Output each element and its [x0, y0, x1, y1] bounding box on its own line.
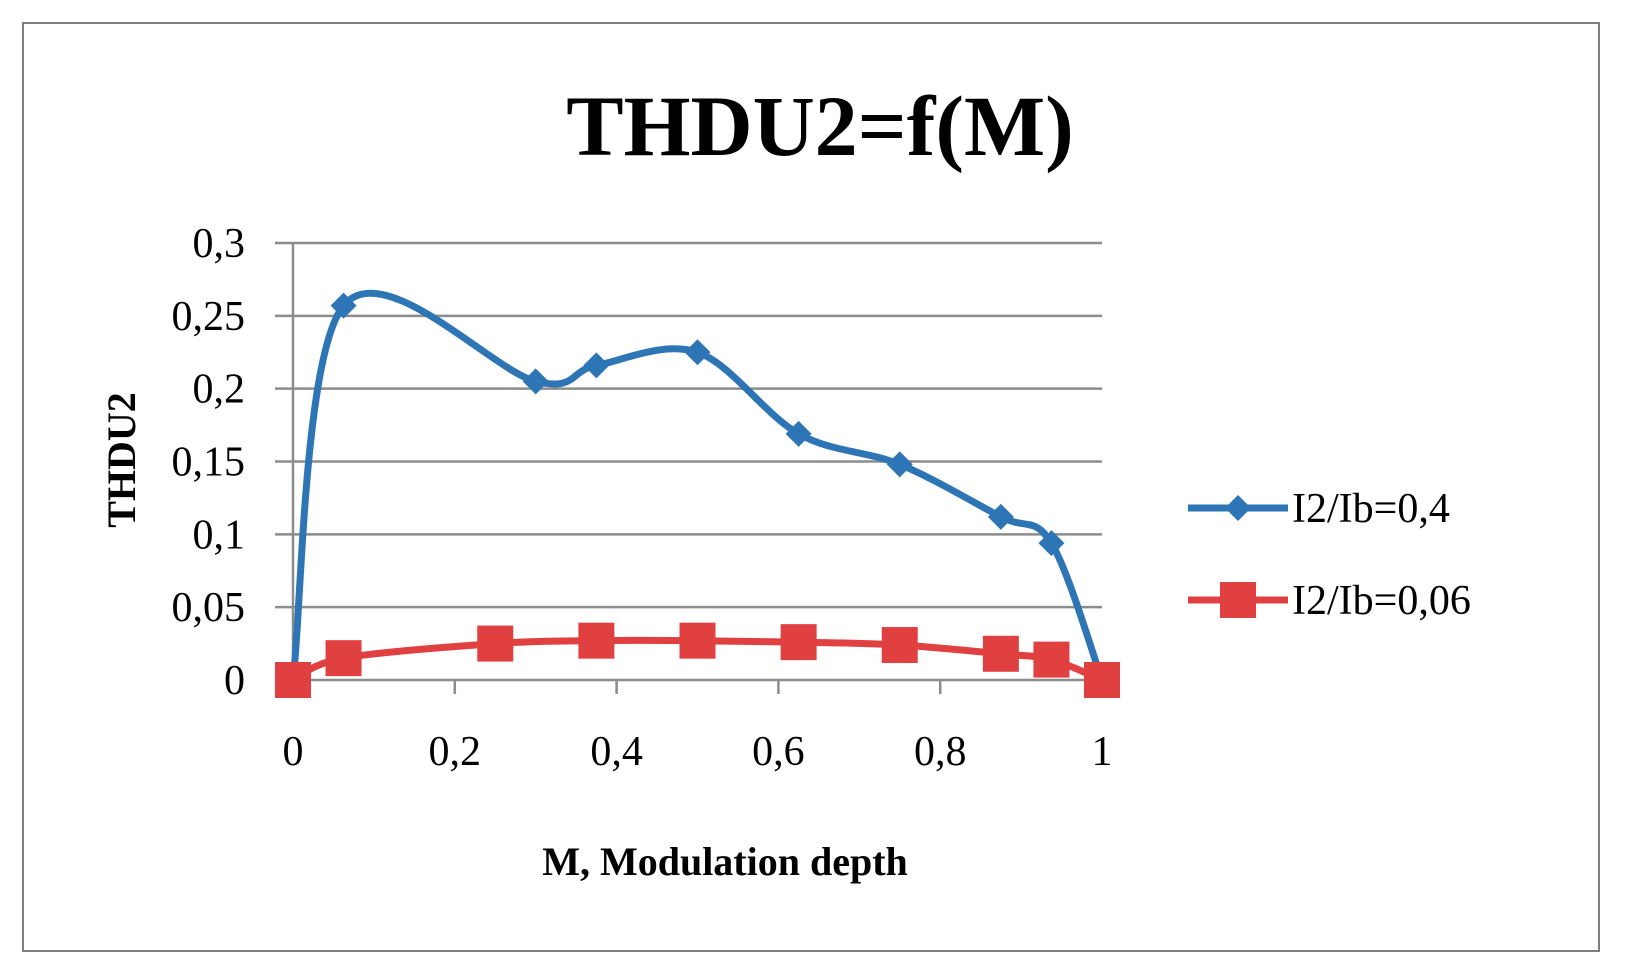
series-2: [275, 622, 1120, 698]
x-tick-label: 0,6: [752, 729, 805, 775]
y-tick-label: 0,25: [172, 294, 246, 340]
legend-swatch-marker: [1220, 582, 1256, 618]
series-2-point-marker: [325, 640, 362, 677]
series-1-point-marker: [330, 292, 357, 319]
y-tick-label: 0,1: [193, 512, 246, 558]
y-tick-label: 0,2: [193, 367, 246, 413]
series-2-point-marker: [881, 627, 918, 664]
y-axis-title: THDU2: [99, 392, 144, 528]
x-tick-label: 0: [283, 729, 304, 775]
x-tick-labels: 0 0,2 0,4 0,6 0,8 1: [283, 729, 1113, 775]
series-2-point-marker: [477, 625, 514, 662]
series-1-point-marker: [785, 420, 812, 447]
y-tick-label: 0,05: [172, 585, 246, 631]
series-lines: [275, 289, 1120, 698]
chart-frame: [22, 22, 1600, 952]
y-tick-labels: 0 0,05 0,1 0,15 0,2 0,25 0,3: [172, 221, 246, 704]
gridlines: [275, 241, 1102, 609]
legend-label: I2/Ib=0,4: [1292, 486, 1450, 532]
chart-title: THDU2=f(M): [566, 78, 1074, 174]
series-1-point-marker: [1038, 530, 1065, 557]
y-tick-label: 0,15: [172, 440, 246, 486]
y-tick-label: 0,3: [193, 221, 246, 267]
legend-swatch-marker: [1225, 495, 1251, 521]
x-axis-title: M, Modulation depth: [542, 839, 908, 884]
series-1-point-marker: [987, 503, 1014, 530]
series-1-point-marker: [684, 339, 711, 366]
series-1: [280, 289, 1115, 693]
x-tick-label: 0,4: [590, 729, 643, 775]
series-1-point-marker: [886, 451, 913, 478]
legend: I2/Ib=0,4 I2/Ib=0,06: [1188, 486, 1471, 624]
x-tick-label: 0,2: [429, 729, 482, 775]
x-tick-label: 1: [1092, 729, 1113, 775]
x-tick-label: 0,8: [914, 729, 967, 775]
series-2-point-marker: [1033, 641, 1070, 678]
series-2-point-marker: [1084, 662, 1120, 698]
series-2-point-marker: [578, 622, 615, 659]
series-2-point-marker: [780, 624, 817, 661]
series-1-point-marker: [522, 368, 549, 395]
legend-item-2: I2/Ib=0,06: [1188, 578, 1471, 624]
series-2-point-marker: [679, 622, 716, 659]
legend-label: I2/Ib=0,06: [1292, 578, 1471, 624]
series-2-point-marker: [275, 662, 311, 698]
y-tick-label: 0: [224, 658, 245, 704]
legend-item-1: I2/Ib=0,4: [1188, 486, 1450, 532]
series-2-point-marker: [982, 635, 1019, 672]
series-1-point-marker: [583, 352, 610, 379]
